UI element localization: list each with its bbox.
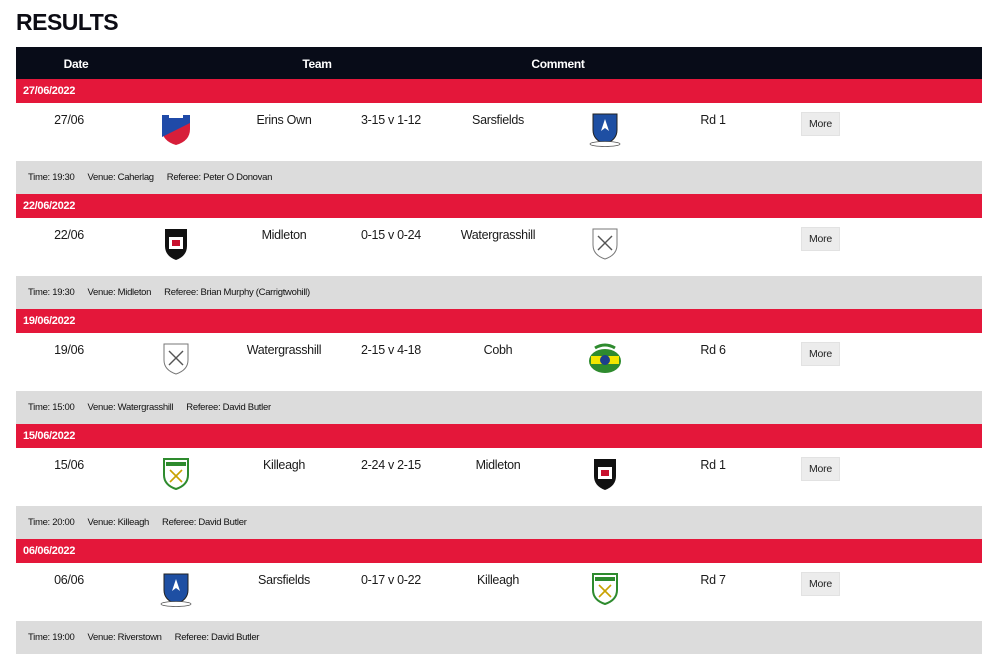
match-date: 06/06 — [54, 573, 84, 587]
killeagh-crest-icon — [592, 573, 618, 606]
home-team: Erins Own — [256, 113, 312, 127]
home-team: Sarsfields — [258, 573, 310, 587]
round: Rd 1 — [700, 113, 726, 127]
table-row: 19/06 Watergrasshill 2-15 v 4-18 Cobh Rd… — [16, 333, 982, 391]
table-header: Date Team Comment — [16, 47, 982, 79]
header-team: Team — [302, 57, 332, 71]
date-bar: 22/06/2022 — [16, 194, 982, 218]
round: Rd 6 — [700, 343, 726, 357]
match-referee: Referee: Brian Murphy (Carrigtwohill) — [164, 287, 310, 298]
date-bar: 06/06/2022 — [16, 539, 982, 563]
home-team: Watergrasshill — [246, 343, 322, 357]
date-bar: 27/06/2022 — [16, 79, 982, 103]
match-time: Time: 15:00 — [28, 402, 75, 413]
date-bar: 19/06/2022 — [16, 309, 982, 333]
match-info-bar: Time: 19:30 Venue: Midleton Referee: Brian… — [16, 276, 982, 309]
match-referee: Referee: David Butler — [162, 517, 247, 528]
score: 0-17 v 0-22 — [361, 573, 421, 587]
table-row: 22/06 Midleton 0-15 v 0-24 Watergrasshil… — [16, 218, 982, 276]
home-team: Killeagh — [262, 458, 306, 472]
more-button[interactable]: More — [801, 457, 840, 481]
match-time: Time: 19:00 — [28, 632, 75, 643]
away-team: Watergrasshill — [460, 228, 536, 242]
result-block: 06/06/2022 06/06 Sarsfields 0-17 v 0-22 … — [16, 539, 982, 654]
match-venue: Venue: Midleton — [87, 287, 152, 298]
round: Rd 1 — [700, 458, 726, 472]
score: 3-15 v 1-12 — [361, 113, 421, 127]
match-time: Time: 19:30 — [28, 172, 75, 183]
more-button[interactable]: More — [801, 342, 840, 366]
table-row: 15/06 Killeagh 2-24 v 2-15 Midleton Rd 1… — [16, 448, 982, 506]
date-bar: 15/06/2022 — [16, 424, 982, 448]
match-venue: Venue: Watergrasshill — [87, 402, 174, 413]
match-referee: Referee: David Butler — [174, 632, 260, 643]
match-info-bar: Time: 15:00 Venue: Watergrasshill Referee:… — [16, 391, 982, 424]
away-team: Killeagh — [476, 573, 520, 587]
more-button[interactable]: More — [801, 112, 840, 136]
more-button[interactable]: More — [801, 572, 840, 596]
away-team: Midleton — [475, 458, 521, 472]
killeagh-crest-icon — [163, 458, 189, 491]
match-referee: Referee: Peter O Donovan — [166, 172, 273, 183]
result-block: 19/06/2022 19/06 Watergrasshill 2-15 v 4… — [16, 309, 982, 424]
cobh-crest-icon — [589, 343, 621, 373]
result-block: 15/06/2022 15/06 Killeagh 2-24 v 2-15 Mi… — [16, 424, 982, 539]
match-venue: Venue: Killeagh — [87, 517, 150, 528]
match-date: 19/06 — [54, 343, 84, 357]
match-referee: Referee: David Butler — [186, 402, 271, 413]
score: 2-15 v 4-18 — [361, 343, 421, 357]
match-info-bar: Time: 19:00 Venue: Riverstown Referee: Dav… — [16, 621, 982, 654]
table-row: 06/06 Sarsfields 0-17 v 0-22 Killeagh Rd… — [16, 563, 982, 621]
away-team: Cobh — [483, 343, 513, 357]
table-row: 27/06 Erins Own 3-15 v 1-12 Sarsfields R… — [16, 103, 982, 161]
watergrasshill-crest-icon — [592, 228, 618, 260]
match-info-bar: Time: 19:30 Venue: Caherlag Referee: Peter… — [16, 161, 982, 194]
erins-own-crest-icon — [162, 113, 190, 145]
result-block: 22/06/2022 22/06 Midleton 0-15 v 0-24 Wa… — [16, 194, 982, 309]
header-date: Date — [63, 57, 89, 71]
sarsfields-crest-icon — [589, 113, 621, 147]
score: 0-15 v 0-24 — [361, 228, 421, 242]
match-time: Time: 20:00 — [28, 517, 75, 528]
score: 2-24 v 2-15 — [361, 458, 421, 472]
match-info-bar: Time: 20:00 Venue: Killeagh Referee: David… — [16, 506, 982, 539]
midleton-crest-icon — [594, 459, 616, 490]
more-button[interactable]: More — [801, 227, 840, 251]
match-venue: Venue: Riverstown — [87, 632, 162, 643]
header-comment: Comment — [531, 57, 585, 71]
page-title: RESULTS — [16, 9, 119, 35]
match-date: 27/06 — [54, 113, 84, 127]
away-team: Sarsfields — [472, 113, 524, 127]
match-date: 22/06 — [54, 228, 84, 242]
round: Rd 7 — [700, 573, 726, 587]
match-venue: Venue: Caherlag — [87, 172, 155, 183]
home-team: Midleton — [261, 228, 307, 242]
match-date: 15/06 — [54, 458, 84, 472]
watergrasshill-crest-icon — [163, 343, 189, 375]
match-time: Time: 19:30 — [28, 287, 75, 298]
result-block: 27/06/2022 27/06 Erins Own 3-15 v 1-12 S… — [16, 79, 982, 194]
sarsfields-crest-icon — [160, 573, 192, 607]
midleton-crest-icon — [165, 229, 187, 260]
results-table: Date Team Comment 27/06/2022 27/06 Erins… — [16, 47, 982, 654]
